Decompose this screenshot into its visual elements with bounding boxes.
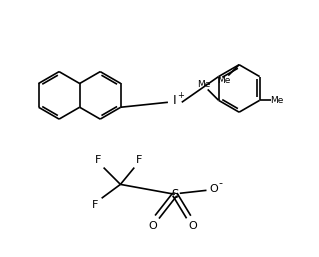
Text: O: O [149, 221, 158, 231]
Text: S: S [171, 188, 179, 201]
Text: +: + [177, 91, 184, 100]
Text: F: F [92, 200, 98, 210]
Text: O: O [188, 221, 197, 231]
Text: I: I [173, 94, 177, 107]
Text: F: F [94, 155, 101, 165]
Text: O: O [209, 184, 218, 194]
Text: Me: Me [197, 80, 211, 89]
Text: Me: Me [270, 96, 283, 105]
Text: Me: Me [218, 76, 231, 85]
Text: -: - [218, 178, 222, 188]
Text: F: F [136, 155, 142, 165]
